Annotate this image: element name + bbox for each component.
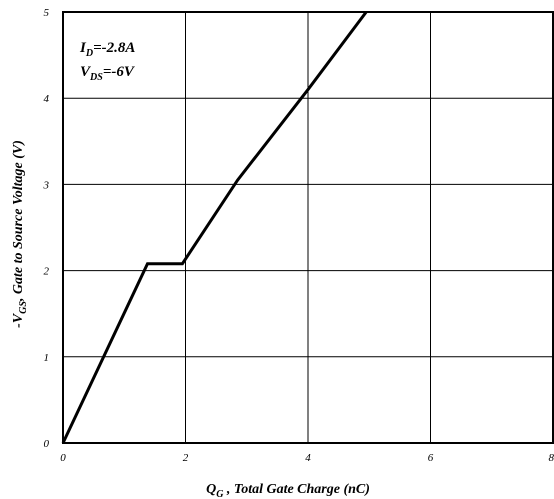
grid-lines — [63, 12, 553, 443]
y-axis-title: -VGS, Gate to Source Voltage (V) — [11, 140, 29, 328]
y-tick-label: 1 — [44, 352, 50, 364]
y-tick-label: 0 — [44, 438, 50, 450]
y-tick-label: 3 — [43, 179, 50, 191]
x-tick-label: 6 — [428, 452, 434, 464]
x-axis-title: QG , Total Gate Charge (nC) — [206, 482, 370, 499]
y-tick-labels: 0 1 2 3 4 5 — [43, 7, 50, 450]
series-layer — [61, 11, 368, 444]
annotation-drain-source-voltage: VDS=-6V — [80, 64, 136, 83]
x-tick-label: 0 — [60, 452, 66, 464]
x-tick-label: 2 — [183, 452, 189, 464]
y-tick-label: 5 — [44, 7, 50, 19]
x-tick-label: 4 — [305, 452, 311, 464]
plot-frame — [62, 11, 554, 444]
annotation-drain-current: ID=-2.8A — [79, 40, 135, 59]
series-line — [61, 11, 368, 444]
y-tick-label: 4 — [44, 93, 50, 105]
x-tick-label: 8 — [549, 452, 554, 464]
y-tick-label: 2 — [44, 266, 50, 278]
x-tick-labels: 0 2 4 6 8 — [60, 452, 554, 464]
